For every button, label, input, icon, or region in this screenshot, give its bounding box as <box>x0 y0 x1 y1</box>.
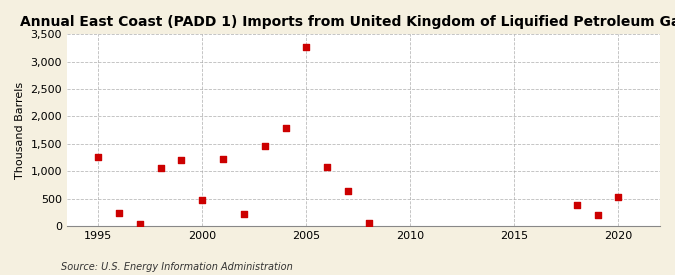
Point <box>113 211 124 216</box>
Point <box>571 202 582 207</box>
Point <box>342 189 353 193</box>
Point <box>592 213 603 218</box>
Text: Source: U.S. Energy Information Administration: Source: U.S. Energy Information Administ… <box>61 262 292 272</box>
Point <box>259 144 270 148</box>
Point <box>363 220 374 225</box>
Title: Annual East Coast (PADD 1) Imports from United Kingdom of Liquified Petroleum Ga: Annual East Coast (PADD 1) Imports from … <box>20 15 675 29</box>
Point <box>238 212 249 216</box>
Point <box>176 158 187 163</box>
Point <box>197 198 208 202</box>
Y-axis label: Thousand Barrels: Thousand Barrels <box>15 82 25 179</box>
Point <box>217 156 228 161</box>
Point <box>301 45 312 49</box>
Point <box>322 165 333 169</box>
Point <box>134 222 145 226</box>
Point <box>155 166 166 170</box>
Point <box>613 194 624 199</box>
Point <box>93 155 104 160</box>
Point <box>280 126 291 131</box>
